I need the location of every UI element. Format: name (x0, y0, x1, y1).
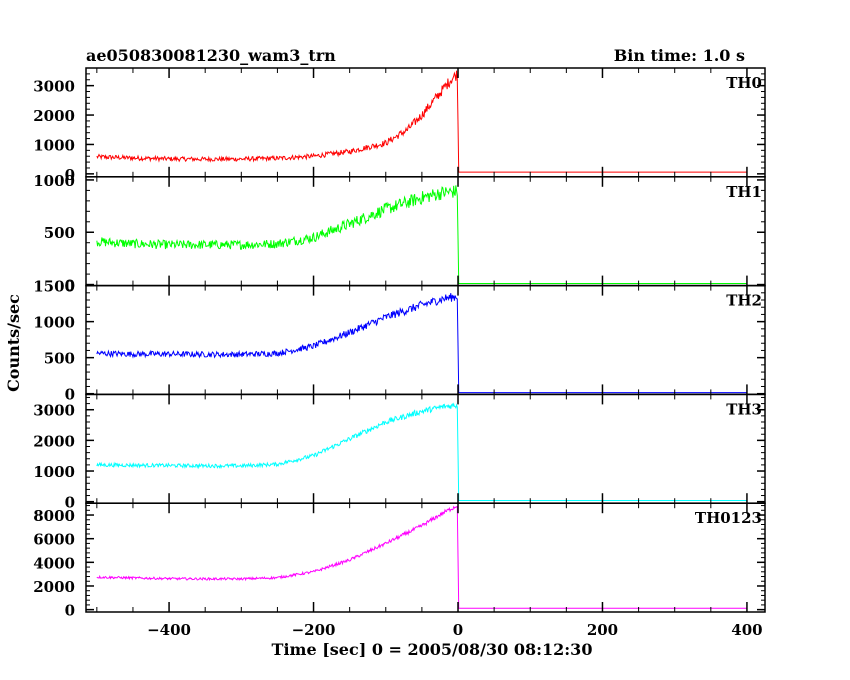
series-line-th2 (96, 293, 747, 394)
panel-th1: 0 500 1000 TH1 (33, 172, 766, 295)
channel-label-th0: TH0 (726, 74, 762, 92)
y-tick-label: 0 (65, 277, 75, 295)
y-tick-label: 0 (65, 386, 75, 404)
series-line-th0 (96, 70, 747, 173)
x-tick-label: −200 (292, 621, 336, 639)
panel-frame (85, 67, 766, 178)
y-tick-label: 8000 (33, 507, 75, 525)
y-axis-label: Counts/sec (4, 294, 23, 392)
channel-label-th0123: TH0123 (695, 509, 762, 527)
y-tick-label: 500 (44, 350, 75, 368)
x-tick-label: 0 (453, 621, 463, 639)
x-tick-label: 200 (587, 621, 618, 639)
x-tick-label: 400 (731, 621, 762, 639)
y-tick-label: 0 (65, 494, 75, 512)
panel-th3: 0 1000 2000 3000 TH3 (33, 393, 766, 512)
y-tick-label: 1000 (33, 136, 75, 154)
chart-title: ae050830081230_wam3_trn (86, 46, 336, 65)
panel-th2: 0 500 1000 1500 TH2 (33, 278, 766, 404)
panel-frame (85, 502, 766, 613)
series-line-th1 (96, 185, 747, 285)
channel-label-th3: TH3 (726, 400, 762, 418)
panel-th0: 0 1000 2000 3000 TH0 (33, 67, 766, 184)
y-tick-label: 2000 (33, 107, 75, 125)
x-axis: −400 −200 0 200 400 (147, 621, 762, 639)
y-tick-label: 0 (65, 602, 75, 620)
y-tick-label: 1000 (33, 172, 75, 190)
x-tick-label: −400 (147, 621, 191, 639)
bin-time-label: Bin time: 1.0 s (614, 46, 745, 65)
y-tick-label: 3000 (33, 402, 75, 420)
y-tick-label: 0 (65, 166, 75, 184)
series-line-th3 (96, 402, 747, 501)
channel-label-th2: TH2 (726, 292, 762, 310)
y-tick-label: 2000 (33, 578, 75, 596)
y-tick-label: 1000 (33, 463, 75, 481)
y-tick-label: 2000 (33, 432, 75, 450)
y-tick-label: 4000 (33, 554, 75, 572)
panel-th0123: 0 2000 4000 6000 8000 TH0123 (33, 502, 766, 620)
y-tick-label: 1000 (33, 314, 75, 332)
y-tick-label: 6000 (33, 531, 75, 549)
panel-frame (85, 176, 766, 287)
y-tick-label: 500 (44, 224, 75, 242)
series-line-th0123 (96, 505, 747, 609)
x-axis-label: Time [sec] 0 = 2005/08/30 08:12:30 (272, 640, 593, 659)
panel-frame (85, 284, 766, 396)
y-tick-label: 3000 (33, 78, 75, 96)
y-tick-label: 1500 (33, 278, 75, 296)
channel-label-th1: TH1 (726, 183, 762, 201)
